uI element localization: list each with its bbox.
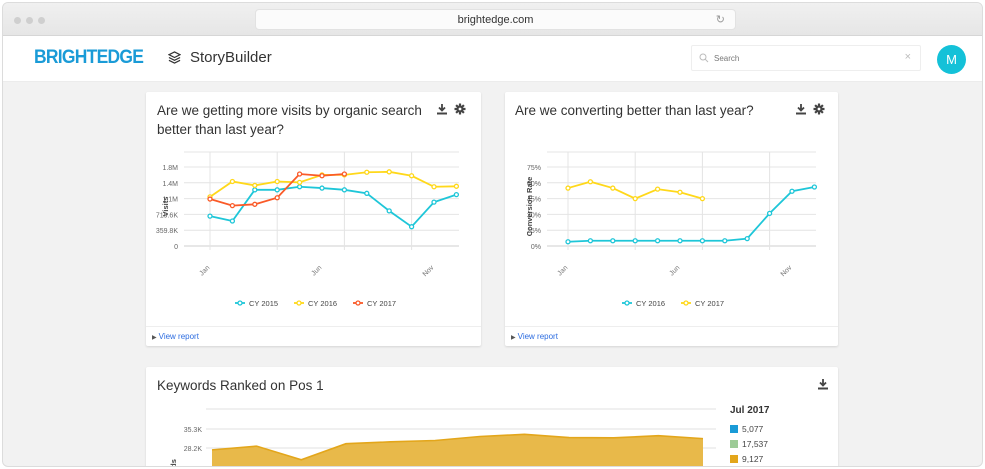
legend-title: Jul 2017 bbox=[730, 405, 770, 416]
svg-text:60%: 60% bbox=[527, 181, 541, 188]
legend-value: 5,077 bbox=[742, 423, 764, 434]
legend-value: 9,127 bbox=[742, 453, 764, 464]
visits-title-line2: better than last year? bbox=[157, 122, 284, 137]
svg-text:Conversion Rate: Conversion Rate bbox=[525, 177, 534, 237]
caret-right-icon: ▶ bbox=[152, 335, 157, 341]
svg-text:Nov: Nov bbox=[422, 264, 436, 278]
conversion-line-chart: 0% 15% 30% 45% 60% 75% Jan Jun Nov Conversion Rat… bbox=[525, 151, 818, 308]
settings-gear-icon[interactable] bbox=[813, 103, 825, 115]
view-report-label: View report bbox=[158, 332, 199, 341]
svg-text:719.6K: 719.6K bbox=[156, 212, 179, 219]
keywords-area-chart: 35.3K 28.2K Keywords bbox=[169, 408, 716, 467]
svg-text:0%: 0% bbox=[531, 244, 541, 251]
caret-right-icon: ▶ bbox=[511, 335, 516, 341]
legend-swatch bbox=[730, 424, 738, 433]
visits-view-report-link[interactable]: ▶ View report bbox=[146, 326, 481, 346]
keywords-card: Keywords Ranked on Pos 1 35.3K 28.2K Keywo… bbox=[146, 367, 838, 467]
visits-title-line1: Are we getting more visits by organic se… bbox=[157, 103, 422, 118]
url-text: brightedge.com bbox=[457, 14, 534, 26]
legend-item: 5,077 bbox=[730, 421, 769, 436]
svg-text:1.1M: 1.1M bbox=[162, 197, 178, 204]
minimize-window-button[interactable] bbox=[26, 17, 33, 24]
visits-card: Are we getting more visits by organic se… bbox=[146, 92, 481, 346]
svg-text:Jun: Jun bbox=[310, 264, 323, 277]
app-title: StoryBuilder bbox=[168, 49, 272, 66]
layers-icon bbox=[168, 51, 181, 64]
svg-text:CY 2016: CY 2016 bbox=[636, 299, 665, 308]
svg-text:35.3K: 35.3K bbox=[184, 427, 203, 434]
address-bar[interactable]: brightedge.com ↻ bbox=[255, 9, 736, 30]
svg-text:0: 0 bbox=[174, 244, 178, 251]
svg-text:Visits: Visits bbox=[161, 197, 170, 217]
conversion-card: Are we converting better than last year?… bbox=[505, 92, 838, 346]
close-window-button[interactable] bbox=[14, 17, 21, 24]
svg-text:Keywords: Keywords bbox=[169, 459, 178, 467]
svg-text:45%: 45% bbox=[527, 197, 541, 204]
keywords-legend: Jul 2017 5,077 17,537 9,127 bbox=[730, 405, 769, 466]
svg-text:1.4M: 1.4M bbox=[162, 181, 178, 188]
clear-search-icon[interactable]: × bbox=[904, 51, 911, 63]
app-name: StoryBuilder bbox=[190, 49, 272, 66]
window-controls bbox=[14, 17, 45, 24]
svg-text:Jan: Jan bbox=[556, 264, 569, 277]
svg-text:Nov: Nov bbox=[780, 264, 794, 278]
svg-text:Jun: Jun bbox=[668, 264, 681, 277]
reload-icon[interactable]: ↻ bbox=[715, 14, 725, 26]
svg-text:Jan: Jan bbox=[198, 264, 211, 277]
svg-text:CY 2017: CY 2017 bbox=[695, 299, 724, 308]
legend-value: 17,537 bbox=[742, 438, 768, 449]
settings-gear-icon[interactable] bbox=[454, 103, 466, 115]
svg-text:30%: 30% bbox=[527, 212, 541, 219]
download-icon[interactable] bbox=[436, 103, 448, 115]
svg-text:1.8M: 1.8M bbox=[162, 165, 178, 172]
view-report-label: View report bbox=[517, 332, 558, 341]
keywords-card-title: Keywords Ranked on Pos 1 bbox=[157, 378, 324, 393]
conversion-card-title: Are we converting better than last year? bbox=[515, 103, 754, 118]
legend-swatch bbox=[730, 439, 738, 448]
maximize-window-button[interactable] bbox=[38, 17, 45, 24]
search-icon bbox=[699, 53, 709, 63]
browser-titlebar: brightedge.com ↻ bbox=[3, 3, 982, 36]
app-header: BRIGHTEDGE StoryBuilder × M bbox=[3, 36, 982, 82]
search-input[interactable] bbox=[714, 49, 894, 67]
svg-text:15%: 15% bbox=[527, 228, 541, 235]
legend-item: 17,537 bbox=[730, 436, 769, 451]
user-avatar[interactable]: M bbox=[937, 45, 966, 74]
svg-text:CY 2015: CY 2015 bbox=[249, 299, 278, 308]
svg-text:28.2K: 28.2K bbox=[184, 446, 203, 453]
conversion-card-tools bbox=[795, 103, 825, 115]
visits-line-chart: 0 359.8K 719.6K 1.1M 1.4M 1.8M Jan Jun Nov Visits… bbox=[156, 151, 460, 308]
svg-text:CY 2016: CY 2016 bbox=[308, 299, 337, 308]
svg-text:75%: 75% bbox=[527, 165, 541, 172]
visits-card-title: Are we getting more visits by organic se… bbox=[157, 101, 422, 139]
download-icon[interactable] bbox=[795, 103, 807, 115]
visits-card-tools bbox=[436, 103, 466, 115]
legend-item: 9,127 bbox=[730, 451, 769, 466]
conversion-view-report-link[interactable]: ▶ View report bbox=[505, 326, 838, 346]
svg-text:359.8K: 359.8K bbox=[156, 228, 179, 235]
brightedge-logo[interactable]: BRIGHTEDGE bbox=[34, 47, 144, 68]
download-icon[interactable] bbox=[817, 378, 829, 390]
legend-swatch bbox=[730, 454, 738, 463]
svg-text:CY 2017: CY 2017 bbox=[367, 299, 396, 308]
search-box[interactable]: × bbox=[691, 45, 921, 71]
keywords-card-tools bbox=[817, 378, 829, 390]
